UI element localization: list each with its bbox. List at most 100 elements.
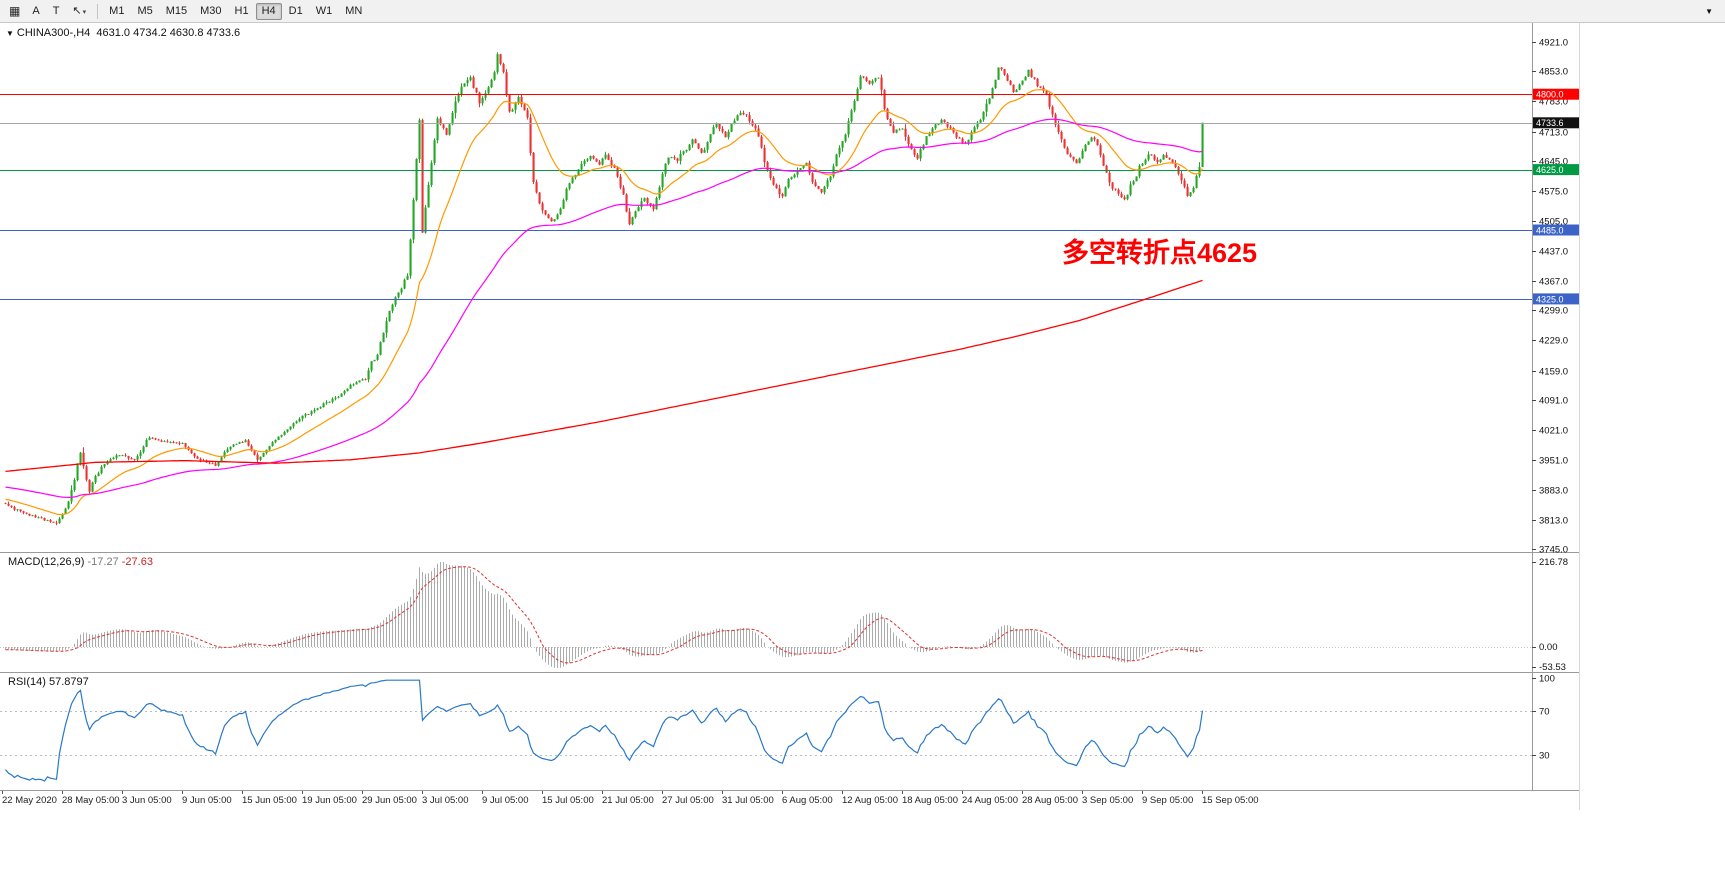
chart-text-annotation: 多空转折点4625 [1062,238,1258,268]
y-axis-tick-label: 4575.0 [1539,187,1568,198]
rsi-indicator-header: RSI(14) 57.8797 [8,676,89,688]
x-axis-tick-label: 21 Jul 05:00 [602,795,654,806]
timeframe-button-m1[interactable]: M1 [109,4,125,17]
rsi-panel: 100 70 30 [0,674,1555,782]
y-axis-tick-label: 4159.0 [1539,367,1568,378]
x-axis-tick-label: 27 Jul 05:00 [662,795,714,806]
time-scale[interactable]: 22 May 2020 28 May 05:00 3 Jun 05:00 9 Jun … [2,791,1259,806]
rsi-value: 57.8797 [48,676,89,688]
y-axis-tick-label: 4091.0 [1539,396,1568,407]
timeframe-button-w1[interactable]: W1 [315,4,333,17]
x-axis-tick-label: 12 Aug 05:00 [842,795,898,806]
macd-axis-label: -53.53 [1539,662,1566,673]
chart-grid-icon[interactable]: ▦ [9,4,21,18]
price-tag-4733.6 [1533,117,1579,129]
level-lines [0,94,1532,300]
price-tag-4325.0 [1533,293,1579,305]
x-axis-tick-label: 15 Jun 05:00 [242,795,297,806]
x-axis-tick-label: 3 Sep 05:00 [1082,795,1133,806]
timeframe-button-h4[interactable]: H4 [255,2,282,20]
price-scale[interactable]: 4921.0 4853.0 4783.0 4713.0 4645.0 4575.0 4505… [1532,38,1568,556]
x-axis-tick-label: 3 Jul 05:00 [422,795,468,806]
rsi-axis-label: 100 [1539,674,1555,685]
price-tag-4485.0 [1533,224,1579,236]
moving-averages [5,88,1204,516]
price-tag-label: 4485.0 [1536,225,1564,235]
ma-fast-line [5,88,1204,516]
cursor-icon: ↖ [72,4,82,17]
ohlc-values: 4631.0 4734.2 4630.8 4733.6 [96,27,241,39]
macd-histogram [5,562,1203,668]
ma-medium-line [5,118,1203,499]
y-axis-tick-label: 4437.0 [1539,247,1568,258]
timeframe-button-m15[interactable]: M15 [165,4,188,17]
price-tag-label: 4733.6 [1536,118,1564,128]
timeframe-button-d1[interactable]: D1 [288,4,303,17]
x-axis-tick-label: 3 Jun 05:00 [122,795,172,806]
y-axis-tick-label: 3745.0 [1539,545,1568,556]
x-axis-tick-label: 18 Aug 05:00 [902,795,958,806]
y-axis-tick-label: 4229.0 [1539,336,1568,347]
timeframe-button-mn[interactable]: MN [345,4,363,17]
x-axis-tick-label: 9 Sep 05:00 [1142,795,1193,806]
macd-signal-value: -27.63 [121,556,153,568]
macd-signal-line [5,566,1203,664]
macd-axis-label: 0.00 [1539,642,1558,653]
text-tool-button[interactable]: T [52,4,60,17]
y-axis-tick-label: 4021.0 [1539,426,1568,437]
price-tag-4800.0 [1533,88,1579,100]
cursor-tool-button[interactable]: ↖▾ [66,3,92,20]
price-tag-label: 4625.0 [1536,165,1564,175]
x-axis-tick-label: 24 Aug 05:00 [962,795,1018,806]
price-tag-label: 4800.0 [1536,90,1564,100]
price-tag-label: 4325.0 [1536,294,1564,304]
rsi-axis-label: 70 [1539,707,1550,718]
y-axis-tick-label: 3883.0 [1539,486,1568,497]
symbol-name: CHINA300-,H4 [16,27,91,39]
macd-axis-label: 216.78 [1539,557,1568,568]
macd-indicator-header: MACD(12,26,9) -17.27 -27.63 [8,556,153,568]
candles-layer [4,52,1204,526]
x-axis-tick-label: 15 Jul 05:00 [542,795,594,806]
rsi-axis-label: 30 [1539,751,1550,762]
y-axis-tick-label: 4783.0 [1539,97,1568,108]
x-axis-tick-label: 6 Aug 05:00 [782,795,833,806]
panel-separators[interactable] [0,23,1580,810]
y-axis-tick-label: 3813.0 [1539,516,1568,527]
macd-main-value: -17.27 [87,556,119,568]
timeframe-button-h1[interactable]: H1 [234,4,249,17]
x-axis-tick-label: 9 Jun 05:00 [182,795,232,806]
price-tags: 4800.0 4733.6 4625.0 4485.0 4325.0 [1533,88,1579,305]
rsi-line [5,679,1204,782]
text-label-tool-button[interactable]: A [32,4,40,17]
toolbar: ▦ A T ↖▾ M1 M5 M15 M30 H1 H4 D1 W1 MN ▼ [0,0,1725,23]
y-axis-tick-label: 4367.0 [1539,277,1568,288]
y-axis-tick-label: 3951.0 [1539,456,1568,467]
ma-slow-line [5,279,1203,473]
macd-panel: 216.78 0.00 -53.53 [0,557,1568,673]
chevron-down-icon: ▾ [82,8,87,16]
y-axis-tick-label: 4299.0 [1539,306,1568,317]
toolbar-overflow-icon[interactable]: ▼ [1705,6,1713,16]
x-axis-tick-label: 22 May 2020 [2,795,57,806]
chart-marker-icon: ▼ [6,29,14,38]
x-axis-tick-label: 28 Aug 05:00 [1022,795,1078,806]
x-axis-tick-label: 29 Jun 05:00 [362,795,417,806]
timeframe-button-m30[interactable]: M30 [200,4,222,17]
macd-label: MACD(12,26,9) [8,556,85,568]
timeframe-group: M1 M5 M15 M30 H1 H4 D1 W1 MN [103,2,368,20]
x-axis-tick-label: 9 Jul 05:00 [482,795,528,806]
toolbar-separator [97,3,99,19]
x-axis-tick-label: 19 Jun 05:00 [302,795,357,806]
y-axis-tick-label: 4505.0 [1539,217,1568,228]
rsi-label: RSI(14) [8,676,46,688]
price-tag-4625.0 [1533,164,1579,176]
x-axis-tick-label: 15 Sep 05:00 [1202,795,1259,806]
y-axis-tick-label: 4921.0 [1539,38,1568,49]
timeframe-button-m5[interactable]: M5 [137,4,153,17]
x-axis-tick-label: 31 Jul 05:00 [722,795,774,806]
y-axis-tick-label: 4713.0 [1539,128,1568,139]
x-axis-tick-label: 28 May 05:00 [62,795,120,806]
